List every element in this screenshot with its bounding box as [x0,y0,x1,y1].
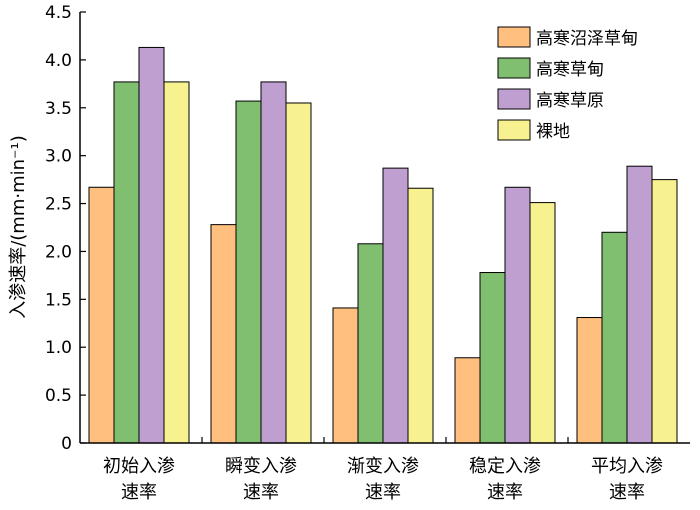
y-tick-label: 0.5 [45,386,72,406]
x-category-label: 稳定入渗 [469,456,541,477]
x-category-label: 渐变入渗 [347,456,419,477]
y-tick-label: 3.0 [45,147,72,167]
bar [138,46,165,444]
y-tick-label: 4.5 [45,3,72,23]
bar [576,317,603,444]
y-tick-label: 1.5 [45,290,72,310]
x-category-label: 速率 [609,482,645,503]
bar [651,179,678,444]
y-tick-label: 2.5 [45,195,72,215]
axes-group [79,12,690,444]
bar [357,243,384,444]
y-tick-label: 1.0 [45,338,72,358]
bar [285,102,312,444]
legend-swatch [497,88,531,110]
bar [113,81,140,444]
bar [601,231,628,444]
x-category-label: 速率 [487,482,523,503]
legend-label: 高寒草甸 [536,60,604,80]
bar [504,186,531,444]
y-ticks-group: 0 0.5 1.0 1.5 2.0 2.5 3.0 3.5 4.0 4.5 [45,3,86,454]
legend-label: 高寒沼泽草甸 [536,29,638,49]
x-category-label: 速率 [365,482,401,503]
bar [88,186,115,444]
legend-label: 裸地 [536,122,570,142]
legend-swatch [497,57,531,79]
y-tick-label: 4.0 [45,51,72,71]
x-category-label: 瞬变入渗 [225,456,297,477]
y-tick-label: 0 [61,434,72,454]
y-tick-label: 2.0 [45,242,72,262]
legend-swatch [497,26,531,48]
bar [454,357,481,444]
x-category-label: 平均入渗 [591,456,663,477]
bar [626,165,653,444]
bar [332,307,359,444]
y-axis-title: 入渗速率/(mm·min⁻¹) [8,135,29,319]
x-category-label: 速率 [121,482,157,503]
bar [163,81,190,444]
bars-group [88,46,678,444]
bar [260,81,287,444]
bar [479,272,506,444]
bar [235,100,262,444]
x-category-label: 初始入渗 [103,456,175,477]
legend-swatch [497,119,531,141]
y-tick-label: 3.5 [45,99,72,119]
x-category-label: 速率 [243,482,279,503]
bar [382,167,409,444]
bar [210,224,237,444]
bar [529,202,556,444]
legend-label: 高寒草原 [536,91,604,111]
bar [407,187,434,444]
